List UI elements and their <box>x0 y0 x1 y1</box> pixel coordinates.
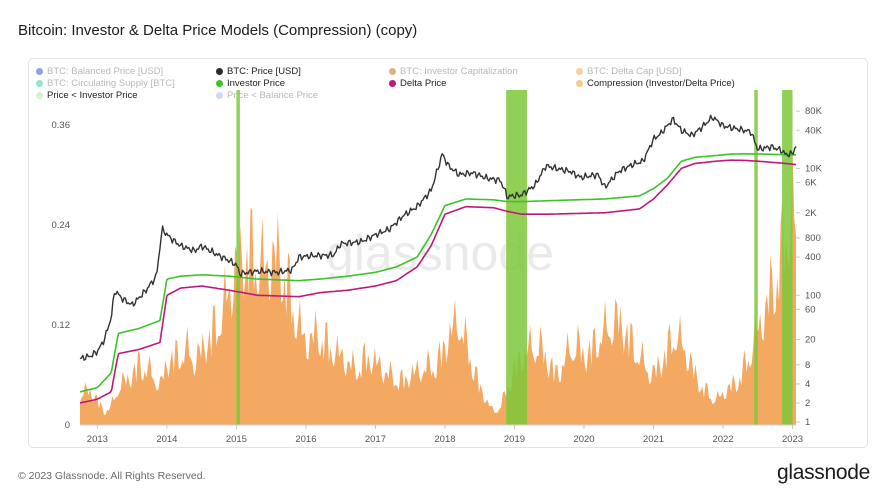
legend-swatch <box>389 68 396 75</box>
compression-area <box>80 151 796 425</box>
legend-swatch <box>576 68 583 75</box>
legend-label: BTC: Investor Capitalization <box>400 66 518 77</box>
investor-price-line <box>79 153 796 393</box>
legend-item[interactable]: BTC: Delta Cap [USD] <box>576 66 682 77</box>
y-right-tick-label: 40K <box>805 125 823 136</box>
series-lines <box>79 114 797 404</box>
x-tick-label: 2016 <box>295 434 316 445</box>
y-right-tick-label: 60 <box>805 304 816 315</box>
legend-swatch <box>216 68 223 75</box>
legend-label: Delta Price <box>400 78 447 89</box>
legend-label: Investor Price <box>227 78 286 89</box>
legend-swatch <box>36 80 43 87</box>
y-left-tick-label: 0 <box>65 420 70 431</box>
legend-item[interactable]: BTC: Balanced Price [USD] <box>36 66 163 77</box>
y-right-tick-label: 100 <box>805 290 821 301</box>
legend-swatch <box>36 68 43 75</box>
legend-label: BTC: Price [USD] <box>227 66 301 77</box>
y-right-tick-label: 8 <box>805 360 810 371</box>
legend-item[interactable]: Price < Balance Price <box>216 90 318 101</box>
x-tick-label: 2020 <box>573 434 594 445</box>
y-left-tick-label: 0.36 <box>52 120 71 131</box>
y-left-tick-label: 0.12 <box>52 320 71 331</box>
legend-label: Price < Investor Price <box>47 90 138 101</box>
y-right-tick-label: 4 <box>805 379 810 390</box>
y-right-tick-label: 6K <box>805 178 817 189</box>
legend-item[interactable]: Compression (Investor/Delta Price) <box>576 78 735 89</box>
x-tick-label: 2017 <box>365 434 386 445</box>
below-investor-band <box>236 90 240 425</box>
legend-item[interactable]: BTC: Circulating Supply [BTC] <box>36 78 175 89</box>
series-area <box>80 151 796 425</box>
legend-item[interactable]: Delta Price <box>389 78 446 89</box>
legend-label: BTC: Delta Cap [USD] <box>587 66 682 77</box>
btc-price-line <box>79 114 797 361</box>
legend-swatch <box>576 80 583 87</box>
legend-swatch <box>216 92 223 99</box>
page-title: Bitcoin: Investor & Delta Price Models (… <box>18 22 418 39</box>
legend-item[interactable]: Price < Investor Price <box>36 90 138 101</box>
x-tick-label: 2023 <box>782 434 803 445</box>
brand-logo: glassnode <box>776 461 870 484</box>
x-tick-label: 2014 <box>156 434 177 445</box>
y-right-tick-label: 10K <box>805 163 823 174</box>
legend-label: BTC: Circulating Supply [BTC] <box>47 78 175 89</box>
legend-item[interactable]: Investor Price <box>216 78 285 89</box>
below-investor-band <box>506 90 527 425</box>
delta-price-line <box>79 159 797 404</box>
y-right-tick-label: 20 <box>805 335 816 346</box>
legend-swatch <box>216 80 223 87</box>
price-below-investor-bands <box>236 90 793 425</box>
y-left-tick-label: 0.24 <box>52 220 71 231</box>
legend-label: BTC: Balanced Price [USD] <box>47 66 164 77</box>
legend-swatch <box>389 80 396 87</box>
axes: 2013 2014 2015 2016 2017 2018 2019 2020 2021 2022… <box>52 106 823 445</box>
below-investor-band <box>754 90 758 425</box>
y-right-tick-label: 2 <box>805 398 810 409</box>
legend-label: Compression (Investor/Delta Price) <box>587 78 735 89</box>
legend-label: Price < Balance Price <box>227 90 319 101</box>
legend-item[interactable]: BTC: Investor Capitalization <box>389 66 518 77</box>
legend-swatch <box>36 92 43 99</box>
x-tick-label: 2018 <box>434 434 455 445</box>
y-right-tick-label: 1 <box>805 417 810 428</box>
below-investor-band <box>782 90 793 425</box>
legend-item[interactable]: BTC: Price [USD] <box>216 66 301 77</box>
x-tick-label: 2019 <box>504 434 525 445</box>
y-right-tick-label: 400 <box>805 252 821 263</box>
x-tick-label: 2021 <box>643 434 664 445</box>
x-tick-label: 2015 <box>226 434 247 445</box>
y-right-tick-label: 2K <box>805 208 817 219</box>
y-right-tick-label: 800 <box>805 233 821 244</box>
copyright-text: © 2023 Glassnode. All Rights Reserved. <box>18 470 206 482</box>
x-tick-label: 2013 <box>87 434 108 445</box>
x-tick-label: 2022 <box>712 434 733 445</box>
y-right-tick-label: 80K <box>805 106 823 117</box>
